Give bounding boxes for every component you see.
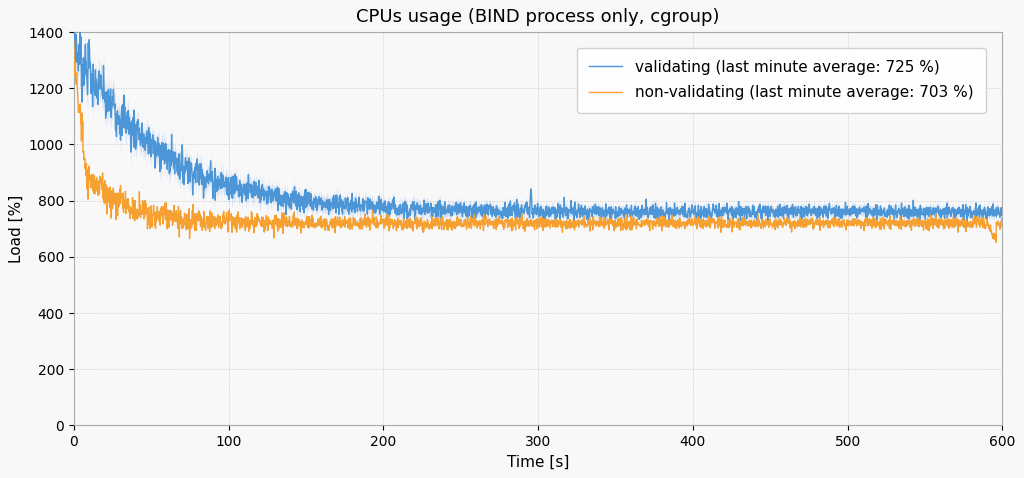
non-validating (last minute average: 703 %): (524, 700): 703 %): (524, 700)	[878, 226, 890, 232]
validating (last minute average: 725 %): (0, 1.4e+03): 725 %): (0, 1.4e+03)	[68, 29, 80, 35]
non-validating (last minute average: 703 %): (230, 712): 703 %): (230, 712)	[424, 222, 436, 228]
validating (last minute average: 725 %): (230, 774): 725 %): (230, 774)	[424, 205, 436, 211]
validating (last minute average: 725 %): (600, 762): 725 %): (600, 762)	[996, 208, 1009, 214]
Legend: validating (last minute average: 725 %), non-validating (last minute average: 70: validating (last minute average: 725 %),…	[577, 48, 985, 113]
validating (last minute average: 725 %): (534, 721): 725 %): (534, 721)	[895, 220, 907, 226]
validating (last minute average: 725 %): (256, 782): 725 %): (256, 782)	[464, 203, 476, 208]
non-validating (last minute average: 703 %): (0, 1.37e+03): 703 %): (0, 1.37e+03)	[68, 38, 80, 43]
validating (last minute average: 725 %): (104, 827): 725 %): (104, 827)	[228, 190, 241, 196]
Y-axis label: Load [%]: Load [%]	[8, 195, 24, 263]
Line: non-validating (last minute average: 703 %): non-validating (last minute average: 703…	[74, 41, 1002, 242]
X-axis label: Time [s]: Time [s]	[507, 455, 569, 470]
non-validating (last minute average: 703 %): (68.4, 724): 703 %): (68.4, 724)	[173, 219, 185, 225]
non-validating (last minute average: 703 %): (588, 726): 703 %): (588, 726)	[978, 218, 990, 224]
Title: CPUs usage (BIND process only, cgroup): CPUs usage (BIND process only, cgroup)	[356, 8, 720, 26]
validating (last minute average: 725 %): (588, 776): 725 %): (588, 776)	[978, 205, 990, 210]
non-validating (last minute average: 703 %): (600, 738): 703 %): (600, 738)	[996, 215, 1009, 221]
validating (last minute average: 725 %): (68.4, 876): 725 %): (68.4, 876)	[173, 176, 185, 182]
non-validating (last minute average: 703 %): (256, 735): 703 %): (256, 735)	[464, 216, 476, 222]
non-validating (last minute average: 703 %): (596, 652): 703 %): (596, 652)	[990, 239, 1002, 245]
Line: validating (last minute average: 725 %): validating (last minute average: 725 %)	[74, 32, 1002, 223]
non-validating (last minute average: 703 %): (104, 705): 703 %): (104, 705)	[228, 225, 241, 230]
validating (last minute average: 725 %): (524, 761): 725 %): (524, 761)	[878, 209, 890, 215]
